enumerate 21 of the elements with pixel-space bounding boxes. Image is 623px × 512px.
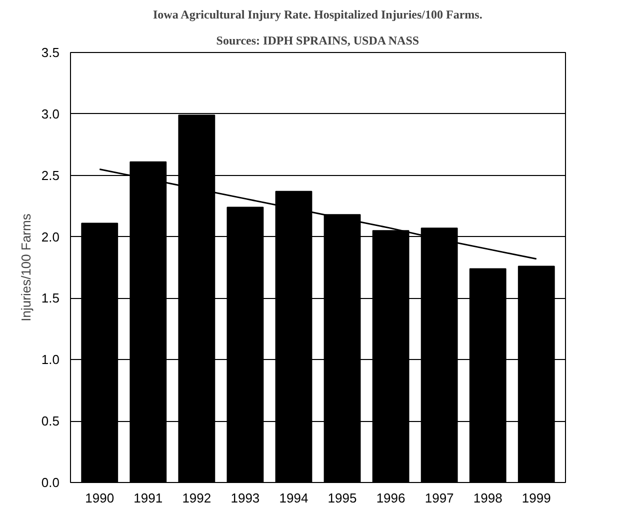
y-tick-label: 3.0	[41, 106, 60, 122]
chart-title: Iowa Agricultural Injury Rate. Hospitalized Injuries/100 Farms.	[153, 8, 482, 22]
y-tick-label: 2.0	[41, 229, 60, 244]
x-tick-label: 1997	[424, 490, 454, 506]
y-tick-label: 2.5	[41, 168, 60, 183]
x-tick-label: 1995	[328, 490, 357, 506]
y-tick-label: 0.0	[41, 475, 60, 490]
x-tick-label: 1998	[473, 490, 502, 506]
y-tick-label: 0.5	[41, 414, 60, 429]
x-tick-label: 1999	[522, 490, 551, 506]
chart-subtitle: Sources: IDPH SPRAINS, USDA NASS	[216, 34, 420, 48]
y-tick-label: 1.0	[41, 352, 60, 368]
x-tick-label: 1994	[279, 490, 308, 506]
x-tick-label: 1992	[182, 490, 212, 506]
x-tick-label: 1993	[230, 490, 260, 506]
y-tick-label: 1.5	[41, 290, 60, 306]
y-tick-label: 3.5	[41, 45, 60, 60]
y-axis-title: Injuries/100 Farms	[18, 213, 34, 322]
x-tick-label: 1996	[376, 490, 406, 506]
x-tick-label: 1990	[85, 490, 114, 506]
x-tick-label: 1991	[134, 490, 163, 506]
